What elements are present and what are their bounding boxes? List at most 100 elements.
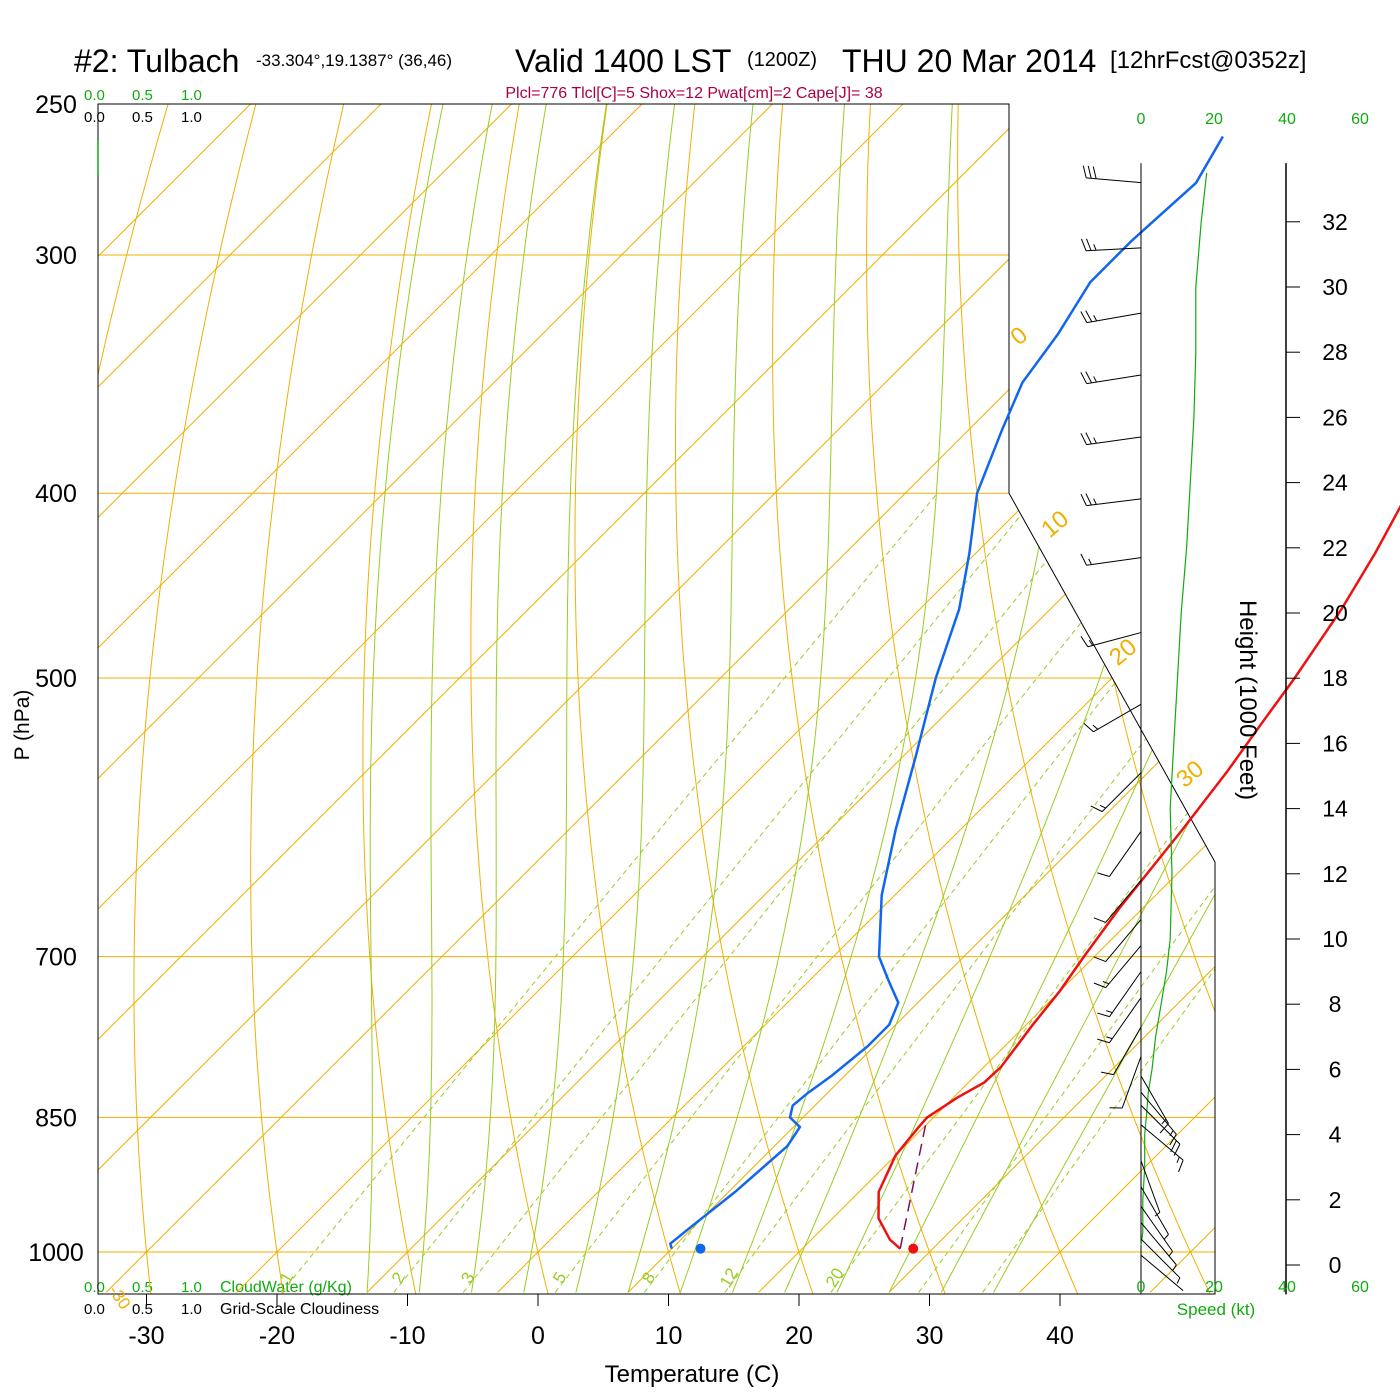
- height-tick-label: 18: [1322, 665, 1348, 691]
- wind-barb-feather: [1080, 311, 1088, 323]
- wind-barb: [1080, 493, 1142, 507]
- wind-speed-profile: [1140, 172, 1208, 1246]
- wind-barb-feather: [1093, 956, 1106, 963]
- wind-barb-half-feather: [1092, 724, 1099, 730]
- height-tick-label: 26: [1322, 404, 1348, 430]
- wind-barb-staff: [1109, 997, 1142, 1044]
- wind-barb: [1083, 703, 1142, 733]
- dewpoint-line: [668, 135, 1224, 1250]
- height-axis-label: Height (1000 Feet): [1234, 600, 1261, 800]
- isotherm-label: 20: [1104, 633, 1142, 671]
- surface-dewpoint-marker: [695, 1243, 706, 1254]
- dry-adiabat-line: [470, 104, 551, 1294]
- isotherm-label: 30: [1171, 755, 1209, 793]
- pressure-tick-label: 1000: [28, 1239, 84, 1267]
- speed-tick-label-bottom: 40: [1278, 1279, 1296, 1296]
- isotherm-line: [758, 104, 1215, 1293]
- wind-barb-half-feather: [1106, 1010, 1113, 1014]
- pressure-tick-label: 500: [35, 665, 77, 693]
- dry-adiabat-line: [133, 104, 266, 1294]
- isotherm-line: [888, 104, 1215, 1293]
- cloudwater-bottom-0: 0.0: [84, 1279, 105, 1296]
- isotherm-line: [497, 104, 1215, 1293]
- height-tick-label: 28: [1322, 339, 1348, 365]
- zulu-time: (1200Z): [747, 49, 817, 71]
- isotherm-line: [1149, 104, 1215, 1293]
- wind-barb: [1093, 919, 1142, 963]
- wind-barb-staff: [1086, 177, 1142, 184]
- wind-panel: 0020204040606002468101214161820222426283…: [1080, 111, 1369, 1296]
- wind-barb: [1140, 1254, 1184, 1291]
- mixing-ratio-label: 3: [457, 1269, 478, 1287]
- wind-barb-half-feather: [1093, 315, 1098, 322]
- height-tick-label: 16: [1322, 730, 1348, 756]
- wind-barb-half-feather: [1093, 437, 1097, 444]
- mixing-ratio-line: [982, 492, 1215, 1293]
- moist-adiabat-line: [784, 104, 1082, 1293]
- pressure-tick-label: 400: [35, 480, 77, 508]
- wind-barb-feather: [1085, 432, 1092, 445]
- wind-barb-feather: [1170, 1140, 1177, 1153]
- moist-adiabat-line: [627, 104, 758, 1293]
- wind-barb-feather: [1097, 1012, 1110, 1018]
- pressure-tick-label: 700: [35, 944, 77, 972]
- wind-barb-feather: [1101, 1071, 1114, 1076]
- isotherm-line: [98, 104, 1165, 1293]
- wind-barb-staff: [1109, 971, 1142, 1017]
- wind-barb-feather: [1087, 165, 1092, 179]
- speed-tick-label-top: 0: [1137, 111, 1146, 128]
- wind-barb: [1097, 997, 1142, 1044]
- dry-adiabat-line: [957, 104, 1214, 1294]
- speed-tick-label-top: 40: [1278, 111, 1296, 128]
- y-axis-label: P (hPa): [11, 690, 34, 761]
- dry-adiabat-line: [772, 104, 949, 1294]
- wind-barb-half-feather: [1093, 244, 1097, 251]
- wind-barb: [1082, 165, 1142, 184]
- dry-adiabat-line: [1393, 70, 1400, 1300]
- dry-adiabat-line: [574, 104, 683, 1294]
- height-tick-label: 20: [1322, 600, 1348, 626]
- wind-barb-half-feather: [1099, 804, 1106, 809]
- parcel-line: [899, 1117, 928, 1249]
- height-tick-label: 10: [1322, 926, 1348, 952]
- background-lines: 1 2 3 5 8 12 20: [98, 70, 1400, 1300]
- wind-barb-half-feather: [1176, 1156, 1180, 1164]
- temperature-tick-label: 30: [916, 1322, 944, 1350]
- temperature-axis: -30 -20 -10 0 10 20 30 40: [128, 1294, 1074, 1350]
- wind-barb-staff: [1086, 247, 1142, 252]
- wind-barb-feather: [1080, 553, 1087, 566]
- sounding-parameters: Plcl=776 Tlcl[C]=5 Shox=12 Pwat[cm]=2 Ca…: [505, 85, 882, 102]
- wind-barb-half-feather: [1106, 1036, 1113, 1040]
- wind-barb: [1109, 1056, 1142, 1109]
- wind-barb-half-feather: [1093, 376, 1097, 383]
- wind-barb-staff: [1140, 1104, 1181, 1145]
- moist-adiabat-line: [679, 104, 848, 1293]
- wind-barb: [1101, 1026, 1142, 1076]
- wind-barb-staff: [1109, 831, 1142, 877]
- wind-barb-staff: [1105, 919, 1142, 962]
- cloudiness-top-1: 1.0: [181, 109, 202, 126]
- height-tick-label: 0: [1329, 1252, 1342, 1278]
- temperature-line: [877, 504, 1400, 1250]
- mixing-ratio-line: [830, 492, 1215, 1293]
- wind-barb-feather: [1085, 371, 1093, 384]
- wind-barb: [1093, 945, 1142, 989]
- height-tick-label: 14: [1322, 796, 1348, 822]
- height-tick-label: 24: [1322, 470, 1348, 496]
- wind-barb-feather: [1097, 1038, 1110, 1044]
- cloudiness-bottom-1: 1.0: [181, 1301, 202, 1318]
- wind-barb-half-feather: [1172, 1264, 1177, 1271]
- mixing-ratio-label: 12: [716, 1265, 742, 1291]
- wind-barb-staff: [1140, 1254, 1184, 1291]
- isotherm-label: 10: [1036, 505, 1074, 543]
- wind-barb-feather: [1080, 635, 1089, 648]
- moist-adiabat-line: [732, 104, 955, 1293]
- moist-adiabat-line: [575, 104, 680, 1293]
- mixing-ratio-line: [281, 492, 938, 1293]
- wind-barb-staff: [1140, 1186, 1169, 1235]
- wind-barb-feather: [1085, 493, 1092, 506]
- forecast-tag: [12hrFcst@0352z]: [1110, 47, 1306, 74]
- wind-barb-feather: [1159, 1123, 1169, 1134]
- temperature-tick-label: -20: [259, 1322, 295, 1350]
- height-tick-label: 2: [1329, 1187, 1342, 1213]
